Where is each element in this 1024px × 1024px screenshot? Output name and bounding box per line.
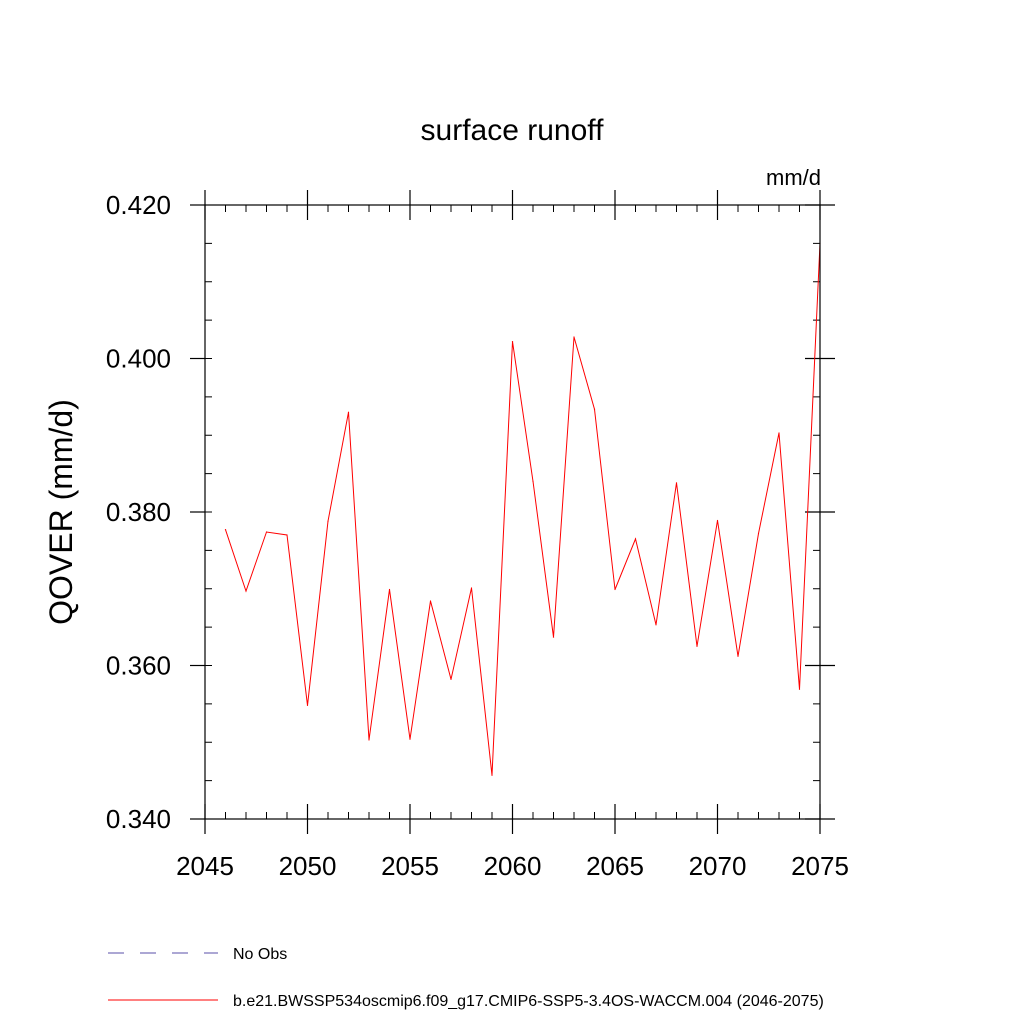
series-line	[225, 243, 821, 776]
series-layer	[224, 242, 821, 776]
units-label: mm/d	[766, 165, 821, 190]
data-point	[245, 590, 247, 592]
y-axis-label: QOVER (mm/d)	[43, 399, 79, 625]
data-point	[614, 588, 616, 591]
data-point	[491, 774, 493, 776]
axis-tick-labels: 0.340 0.360 0.380 0.400 0.420 2045 2050 2055 206…	[106, 190, 849, 881]
data-point	[696, 645, 698, 647]
data-point	[716, 519, 719, 522]
legend-label: b.e21.BWSSP534oscmip6.f09_g17.CMIP6-SSP5…	[233, 993, 824, 1010]
data-point	[798, 688, 801, 690]
x-tick-label: 2045	[176, 851, 234, 881]
data-point	[552, 636, 555, 638]
x-tick-label: 2075	[791, 851, 849, 881]
data-point	[224, 529, 227, 531]
data-point	[757, 532, 760, 535]
x-tick-label: 2060	[484, 851, 542, 881]
data-point	[429, 600, 432, 602]
data-point	[470, 587, 473, 589]
data-point	[368, 739, 370, 741]
data-point	[634, 538, 637, 540]
data-point	[286, 534, 288, 536]
data-point	[573, 336, 575, 338]
legend: No Obs b.e21.BWSSP534oscmip6.f09_g17.CMIP…	[108, 946, 824, 1010]
plot-frame	[204, 204, 821, 820]
chart-title: surface runoff	[421, 114, 605, 147]
data-point	[347, 411, 350, 413]
x-tick-label: 2070	[689, 851, 747, 881]
data-point	[450, 678, 452, 680]
data-point	[265, 531, 268, 533]
data-point	[409, 738, 411, 740]
data-point	[532, 480, 534, 482]
y-tick-label: 0.400	[106, 344, 171, 374]
data-point	[737, 655, 739, 657]
data-point	[655, 624, 657, 626]
data-point	[511, 341, 514, 343]
data-point	[593, 408, 596, 410]
x-tick-label: 2055	[381, 851, 439, 881]
x-tick-label: 2065	[586, 851, 644, 881]
x-tick-label: 2050	[279, 851, 337, 881]
y-tick-label: 0.420	[106, 190, 171, 220]
data-point	[388, 588, 391, 591]
data-point	[675, 482, 678, 484]
data-point	[306, 704, 309, 707]
legend-label: No Obs	[233, 946, 287, 963]
y-tick-label: 0.360	[106, 651, 171, 681]
axis-ticks	[190, 190, 835, 834]
y-tick-label: 0.380	[106, 497, 171, 527]
y-tick-label: 0.340	[106, 804, 171, 834]
data-point	[327, 520, 329, 522]
data-point	[778, 432, 780, 434]
